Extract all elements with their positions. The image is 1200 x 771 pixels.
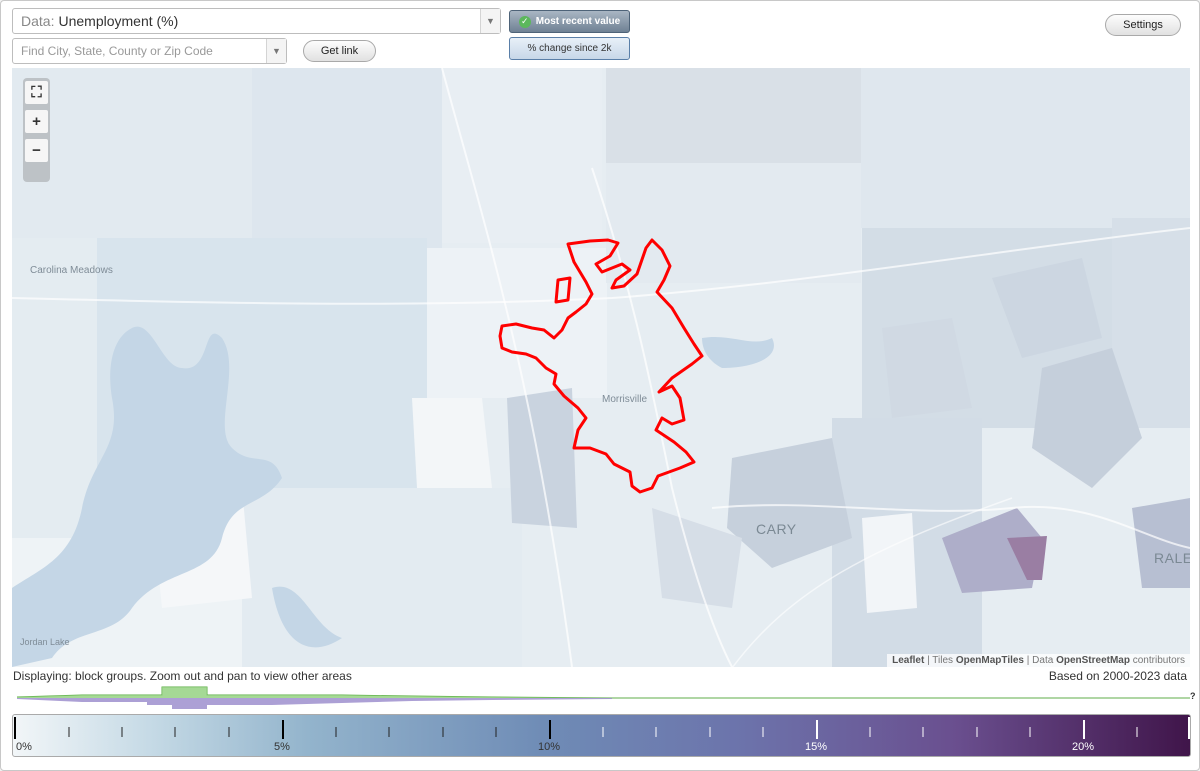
place-label-raleigh: RALE xyxy=(1154,550,1190,566)
legend-label-5: 5% xyxy=(274,741,290,753)
unknown-bin-marker: ? xyxy=(1190,691,1196,701)
openstreetmap-link[interactable]: OpenStreetMap xyxy=(1056,655,1130,666)
data-select-value: Unemployment (%) xyxy=(58,13,179,29)
map-view[interactable]: ⛶ + − Carolina Meadows Morrisville CARY … xyxy=(12,68,1190,667)
chevron-down-icon[interactable]: ▼ xyxy=(480,9,500,33)
legend-ticks xyxy=(14,717,1190,739)
attribution-suffix: contributors xyxy=(1129,655,1185,666)
value-histogram xyxy=(16,686,1190,709)
get-link-button[interactable]: Get link xyxy=(303,40,376,62)
legend-label-0: 0% xyxy=(16,741,32,753)
search-input[interactable] xyxy=(13,39,263,63)
chevron-down-icon[interactable]: ▼ xyxy=(266,39,286,63)
legend-label-20: 20% xyxy=(1072,741,1095,753)
data-select[interactable]: Data: Unemployment (%) ▼ xyxy=(12,8,501,34)
data-select-prefix: Data: xyxy=(21,13,55,29)
zoom-in-button[interactable]: + xyxy=(25,110,48,133)
place-label-cary: CARY xyxy=(756,521,797,537)
legend-label-10: 10% xyxy=(538,741,561,753)
leaflet-link[interactable]: Leaflet xyxy=(892,655,925,666)
percent-change-button[interactable]: % change since 2k xyxy=(509,37,630,60)
most-recent-value-button[interactable]: ✓ Most recent value xyxy=(509,10,630,33)
data-range-note: Based on 2000-2023 data xyxy=(1048,669,1187,683)
map-attribution: Leaflet | Tiles OpenMapTiles | Data Open… xyxy=(887,654,1190,667)
display-note: Displaying: block groups. Zoom out and p… xyxy=(13,669,352,683)
zoom-control: ⛶ + − xyxy=(23,78,50,182)
place-label-jordan-lake: Jordan Lake xyxy=(20,637,70,647)
attribution-separator-tiles: | Tiles xyxy=(924,655,956,666)
place-label-carolina-meadows: Carolina Meadows xyxy=(30,265,113,276)
fullscreen-icon[interactable]: ⛶ xyxy=(25,81,48,104)
openmaptiles-link[interactable]: OpenMapTiles xyxy=(955,655,1024,666)
settings-button[interactable]: Settings xyxy=(1105,14,1181,36)
location-search[interactable]: ▼ xyxy=(12,38,287,64)
most-recent-value-label: Most recent value xyxy=(535,16,621,27)
attribution-separator-data: | Data xyxy=(1024,655,1057,666)
choropleth-layer xyxy=(12,68,1190,667)
checkmark-icon: ✓ xyxy=(518,15,531,28)
percent-change-label: % change since 2k xyxy=(527,43,612,54)
place-label-morrisville: Morrisville xyxy=(602,394,647,405)
legend-label-15: 15% xyxy=(805,741,828,753)
color-legend: 0% 5% 10% 15% 20% xyxy=(12,714,1191,757)
zoom-out-button[interactable]: − xyxy=(25,139,48,162)
